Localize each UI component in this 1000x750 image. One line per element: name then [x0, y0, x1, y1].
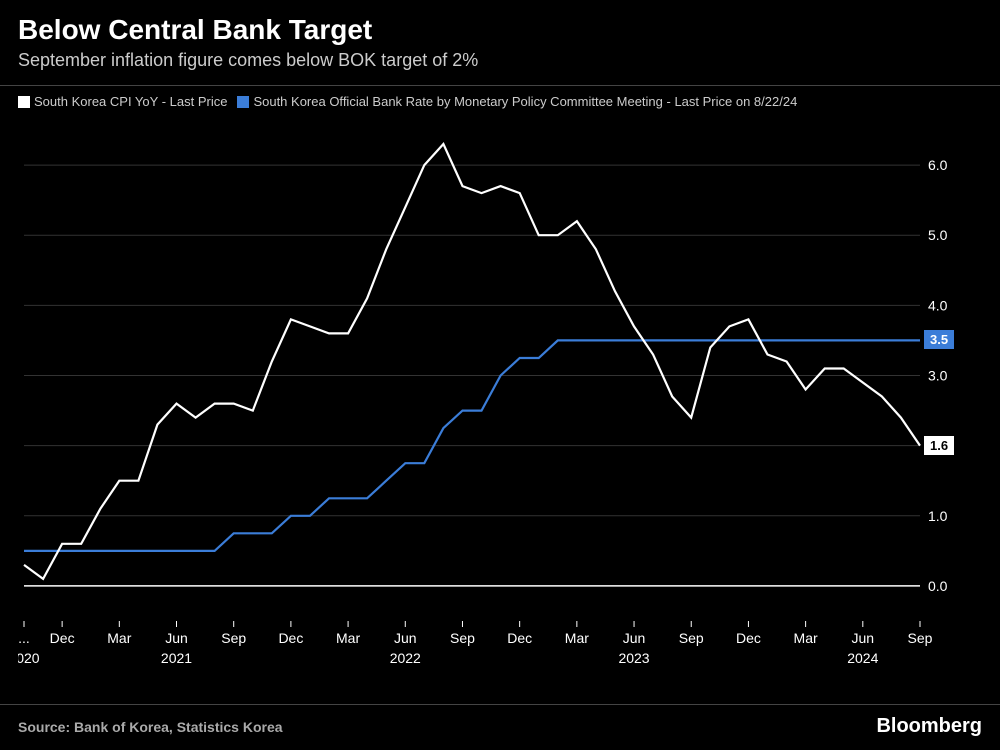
- svg-text:2023: 2023: [618, 650, 649, 666]
- legend-label-cpi: South Korea CPI YoY - Last Price: [34, 94, 227, 109]
- svg-text:2024: 2024: [847, 650, 878, 666]
- svg-text:6.0: 6.0: [928, 157, 948, 173]
- svg-text:2021: 2021: [161, 650, 192, 666]
- svg-text:Sep: Sep: [908, 630, 933, 646]
- svg-text:0.0: 0.0: [928, 578, 948, 594]
- chart-container: Below Central Bank Target September infl…: [0, 0, 1000, 750]
- svg-text:Dec: Dec: [736, 630, 761, 646]
- svg-text:Sep: Sep: [221, 630, 246, 646]
- svg-text:5.0: 5.0: [928, 227, 948, 243]
- svg-text:Jun: Jun: [165, 630, 188, 646]
- svg-text:...: ...: [18, 630, 30, 646]
- end-label-cpi: 1.6: [924, 436, 954, 455]
- legend: South Korea CPI YoY - Last Price South K…: [0, 86, 1000, 115]
- svg-text:Jun: Jun: [394, 630, 417, 646]
- svg-text:Jun: Jun: [852, 630, 875, 646]
- svg-text:Sep: Sep: [450, 630, 475, 646]
- chart-svg: 0.01.02.03.04.05.06.0...2020DecMarJun202…: [18, 115, 982, 675]
- svg-text:Dec: Dec: [507, 630, 532, 646]
- svg-text:1.0: 1.0: [928, 508, 948, 524]
- svg-text:Mar: Mar: [336, 630, 360, 646]
- legend-label-rate: South Korea Official Bank Rate by Moneta…: [253, 94, 797, 109]
- plot-area: 0.01.02.03.04.05.06.0...2020DecMarJun202…: [18, 115, 982, 675]
- legend-item-cpi: South Korea CPI YoY - Last Price: [18, 94, 227, 109]
- svg-text:Mar: Mar: [107, 630, 131, 646]
- svg-text:Mar: Mar: [565, 630, 589, 646]
- svg-text:2020: 2020: [18, 650, 40, 666]
- brand-logo: Bloomberg: [876, 715, 982, 738]
- svg-text:Dec: Dec: [50, 630, 75, 646]
- source-text: Source: Bank of Korea, Statistics Korea: [18, 719, 283, 735]
- svg-text:Mar: Mar: [794, 630, 818, 646]
- svg-text:Sep: Sep: [679, 630, 704, 646]
- chart-header: Below Central Bank Target September infl…: [0, 0, 1000, 85]
- chart-title: Below Central Bank Target: [18, 14, 982, 46]
- legend-item-rate: South Korea Official Bank Rate by Moneta…: [237, 94, 797, 109]
- svg-text:4.0: 4.0: [928, 297, 948, 313]
- svg-text:Dec: Dec: [278, 630, 303, 646]
- svg-text:2022: 2022: [390, 650, 421, 666]
- chart-subtitle: September inflation figure comes below B…: [18, 50, 982, 71]
- chart-footer: Source: Bank of Korea, Statistics Korea …: [0, 704, 1000, 750]
- svg-text:3.0: 3.0: [928, 368, 948, 384]
- legend-swatch-cpi: [18, 96, 30, 108]
- end-label-rate: 3.5: [924, 330, 954, 349]
- legend-swatch-rate: [237, 96, 249, 108]
- svg-text:Jun: Jun: [623, 630, 646, 646]
